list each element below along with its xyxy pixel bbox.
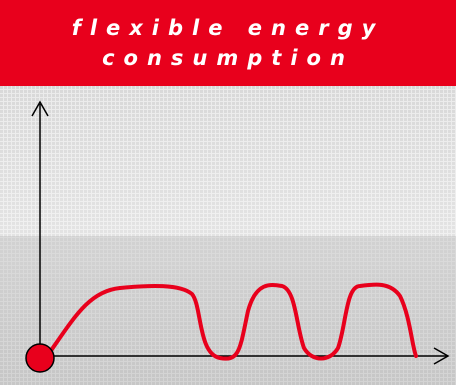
origin-dot bbox=[25, 343, 55, 373]
banner: flexible energy consumption bbox=[0, 0, 456, 86]
axes bbox=[31, 100, 450, 365]
background-band bbox=[0, 236, 456, 385]
background-fade bbox=[0, 86, 456, 385]
diagram bbox=[0, 86, 456, 385]
title: flexible energy consumption bbox=[71, 16, 385, 70]
curve bbox=[48, 282, 418, 361]
